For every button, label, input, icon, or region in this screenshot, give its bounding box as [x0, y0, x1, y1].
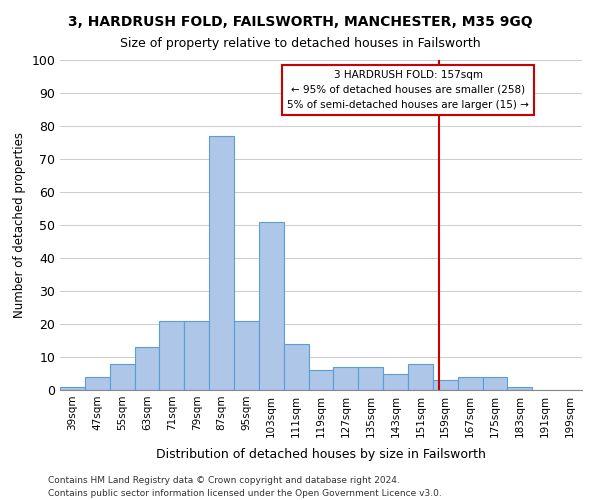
- Bar: [184, 320, 209, 390]
- Bar: [134, 347, 160, 390]
- Bar: [408, 364, 433, 390]
- Text: Contains public sector information licensed under the Open Government Licence v3: Contains public sector information licen…: [48, 488, 442, 498]
- Bar: [482, 377, 508, 390]
- X-axis label: Distribution of detached houses by size in Failsworth: Distribution of detached houses by size …: [156, 448, 486, 461]
- Bar: [284, 344, 308, 390]
- Bar: [334, 367, 358, 390]
- Text: Size of property relative to detached houses in Failsworth: Size of property relative to detached ho…: [119, 38, 481, 51]
- Bar: [85, 377, 110, 390]
- Y-axis label: Number of detached properties: Number of detached properties: [13, 132, 26, 318]
- Bar: [234, 320, 259, 390]
- Bar: [209, 136, 234, 390]
- Bar: [259, 222, 284, 390]
- Bar: [110, 364, 134, 390]
- Bar: [160, 320, 184, 390]
- Bar: [60, 386, 85, 390]
- Bar: [383, 374, 408, 390]
- Bar: [458, 377, 482, 390]
- Bar: [508, 386, 532, 390]
- Bar: [433, 380, 458, 390]
- Text: 3 HARDRUSH FOLD: 157sqm
← 95% of detached houses are smaller (258)
5% of semi-de: 3 HARDRUSH FOLD: 157sqm ← 95% of detache…: [287, 70, 529, 110]
- Bar: [358, 367, 383, 390]
- Text: Contains HM Land Registry data © Crown copyright and database right 2024.: Contains HM Land Registry data © Crown c…: [48, 476, 400, 485]
- Text: 3, HARDRUSH FOLD, FAILSWORTH, MANCHESTER, M35 9GQ: 3, HARDRUSH FOLD, FAILSWORTH, MANCHESTER…: [68, 15, 532, 29]
- Bar: [308, 370, 334, 390]
